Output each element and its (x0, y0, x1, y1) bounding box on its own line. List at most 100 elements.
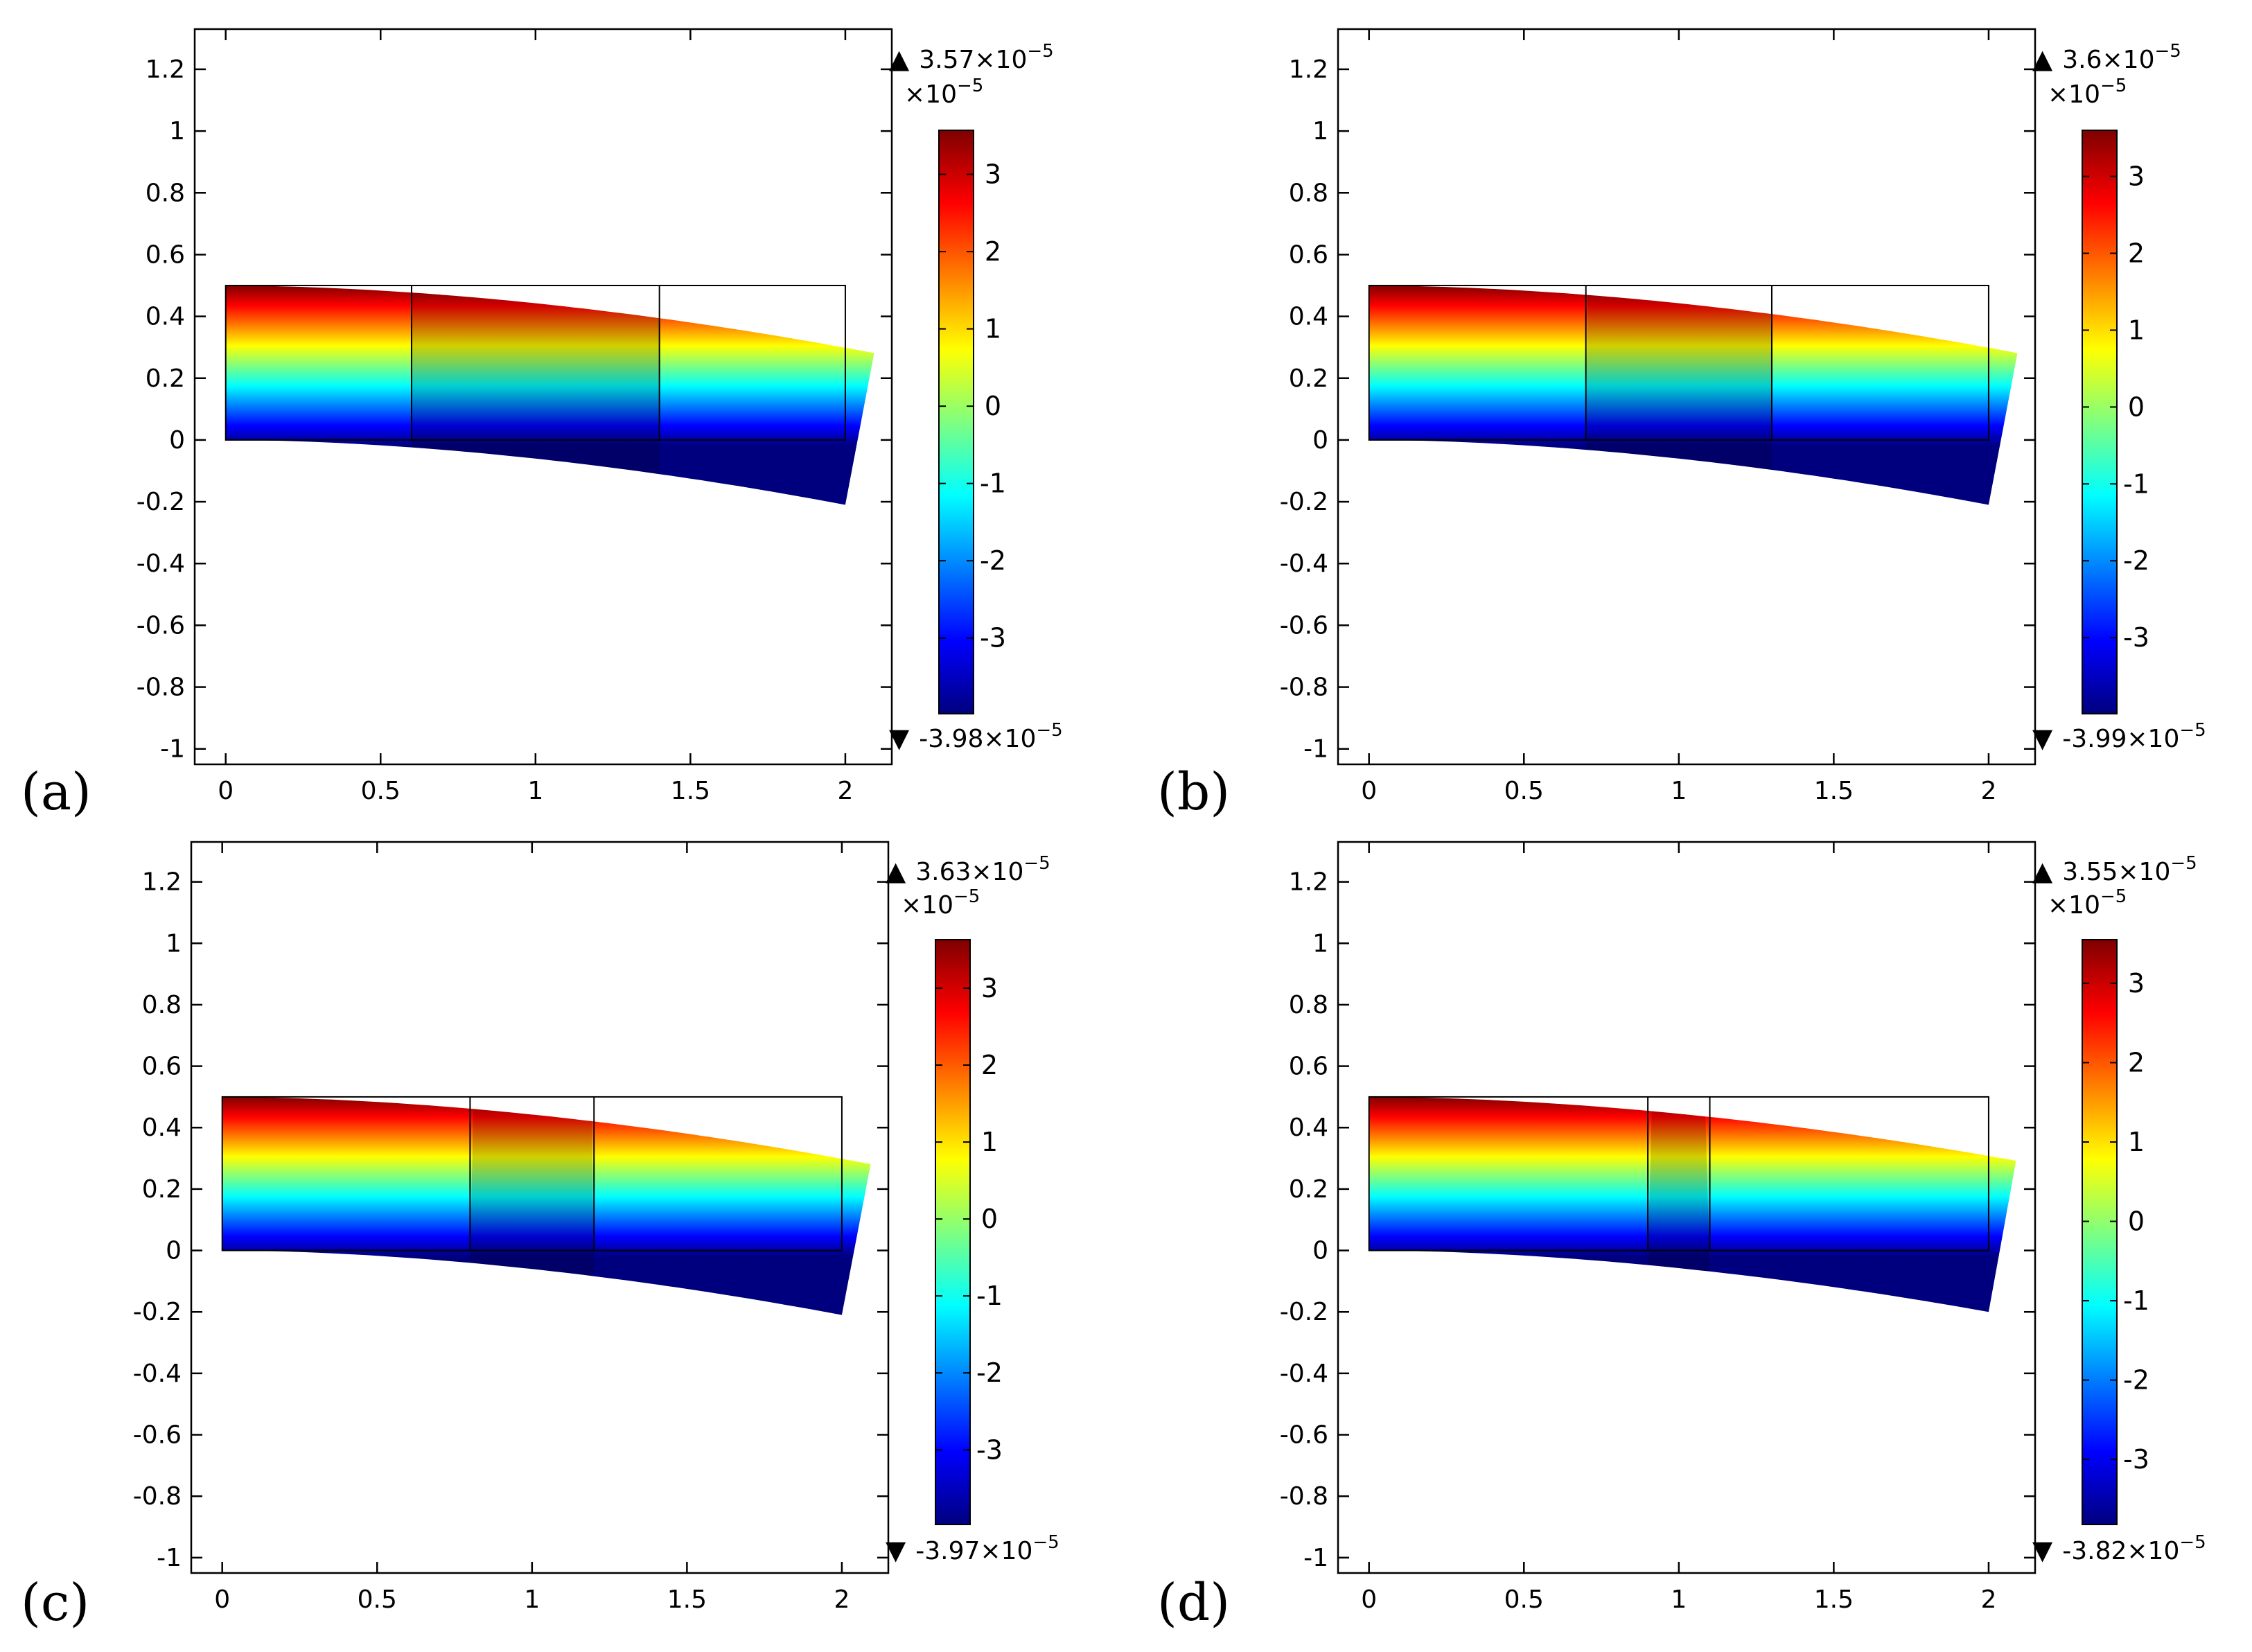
y-tick-label: 0.4 (142, 1114, 182, 1142)
x-tick-label: 0 (1361, 777, 1377, 805)
y-tick-label: 0.2 (142, 1175, 182, 1204)
colorbar-tick-label: 2 (981, 1050, 998, 1080)
deformed-beam (225, 285, 874, 505)
stiff-segment-shade (470, 1109, 595, 1276)
colorbar-tick-label: -3 (980, 623, 1006, 653)
deformed-beam (1369, 285, 2018, 505)
max-value-label: ▲ 3.63×10−5 (886, 853, 1050, 886)
min-value-label: ▼ -3.99×10−5 (2032, 720, 2206, 753)
y-tick-label: 0 (169, 426, 185, 455)
x-tick-label: 1.5 (1814, 1585, 1854, 1614)
colorbar-tick-label: -1 (980, 468, 1006, 499)
panel-label: (a) (21, 762, 91, 822)
y-tick-label: -0.6 (1280, 611, 1328, 640)
colorbar-multiplier: ×10−5 (2048, 76, 2127, 109)
y-tick-label: 1.2 (1289, 868, 1328, 897)
undeformed-outline (221, 1096, 843, 1251)
colorbar-tick-label: 0 (2128, 1206, 2145, 1237)
x-tick-label: 0.5 (361, 777, 401, 805)
y-tick-label: 0.2 (1289, 364, 1328, 393)
colorbar-tick-label: 1 (981, 1127, 998, 1157)
colorbar-tick-label: -2 (976, 1357, 1003, 1388)
y-tick-label: -0.8 (1280, 1482, 1328, 1511)
axes-frame (1337, 841, 2037, 1574)
y-tick-label: -0.8 (137, 674, 185, 702)
stiff-segment-shade (412, 292, 660, 475)
x-tick-label: 0.5 (1504, 777, 1544, 805)
y-tick-label: -1 (160, 735, 185, 764)
y-tick-label: 0.8 (146, 179, 185, 207)
colorbar-tick-label: 0 (2128, 392, 2145, 422)
stiff-segment-shade (1585, 295, 1772, 470)
x-tick-label: 2 (837, 777, 853, 805)
undeformed-outline (1368, 1096, 1989, 1251)
y-tick-label: -0.4 (1280, 550, 1328, 578)
y-tick-label: 0.8 (142, 991, 182, 1019)
colorbar-tick-label: 1 (2128, 1127, 2145, 1157)
y-tick-label: -0.8 (133, 1482, 182, 1511)
y-tick-label: -0.6 (137, 611, 185, 640)
colorbar-tick-label: -3 (2123, 622, 2149, 653)
min-value-label: ▼ -3.82×10−5 (2032, 1532, 2206, 1565)
panel-label: (c) (21, 1573, 89, 1633)
axes-frame (1337, 28, 2037, 766)
stiff-segment-shade (1648, 1111, 1710, 1272)
colorbar-multiplier: ×10−5 (901, 886, 980, 920)
y-tick-label: 0 (1312, 426, 1328, 455)
y-tick-label: 0.6 (1289, 1053, 1328, 1081)
y-tick-label: 1 (1312, 117, 1328, 146)
chart-panel-a: 0 0.5 1 1.5 2 1.2 1 0.8 0.6 0.4 0.2 0 -0.2 -0.4 -0.6 -0… (21, 28, 1063, 822)
max-value-label: ▲ 3.6×10−5 (2032, 41, 2181, 74)
y-tick-label: -0.4 (133, 1360, 182, 1388)
y-tick-label: 1.2 (1289, 55, 1328, 84)
colorbar-tick-label: -1 (2123, 468, 2149, 499)
y-tick-label: 0.2 (146, 364, 185, 393)
x-tick-label: 0.5 (1504, 1585, 1544, 1614)
chart-panel-c: 0 0.5 1 1.5 2 1.2 1 0.8 0.6 0.4 0.2 0 -0.2 -0.4 -0.6 -0… (21, 841, 1059, 1633)
y-tick-label: -0.4 (1280, 1360, 1328, 1388)
chart-panel-d: 0 0.5 1 1.5 2 1.2 1 0.8 0.6 0.4 0.2 0 -0.2 -0.4 -0.6 -0… (1157, 841, 2206, 1633)
colorbar-tick-label: -2 (2123, 545, 2149, 576)
y-tick-label: 0.4 (146, 303, 185, 331)
colorbar-multiplier: ×10−5 (904, 76, 983, 109)
y-tick-label: 1.2 (142, 868, 182, 897)
y-tick-label: 0.6 (142, 1053, 182, 1081)
y-tick-label: 0.6 (1289, 240, 1328, 269)
min-value-label: ▼ -3.98×10−5 (889, 720, 1063, 753)
colorbar-tick-label: -3 (976, 1434, 1003, 1465)
y-tick-label: -1 (157, 1544, 182, 1572)
panel-label: (b) (1157, 762, 1230, 822)
axes-frame (193, 28, 893, 766)
colorbar-tick-label: 2 (2128, 1048, 2145, 1078)
colorbar-tick-label: 0 (985, 391, 1001, 421)
colorbar-tick-label: 0 (981, 1204, 998, 1234)
colorbar (935, 939, 971, 1525)
colorbar-tick-label: -1 (976, 1281, 1003, 1311)
colorbar-tick-label: 2 (985, 236, 1001, 267)
colorbar-tick-label: -2 (980, 545, 1006, 576)
x-tick-label: 1 (1671, 777, 1687, 805)
y-tick-label: 0.8 (1289, 991, 1328, 1019)
y-tick-label: 0 (1312, 1237, 1328, 1265)
y-tick-label: 0 (166, 1237, 182, 1265)
colorbar-tick-label: 1 (985, 314, 1001, 344)
x-tick-label: 2 (1980, 777, 1996, 805)
y-tick-label: -0.8 (1280, 674, 1328, 702)
colorbar-tick-label: -1 (2123, 1285, 2149, 1316)
y-tick-label: 1 (166, 929, 182, 958)
y-tick-label: 0.4 (1289, 303, 1328, 331)
x-tick-label: 0 (218, 777, 234, 805)
colorbar-tick-label: 1 (2128, 315, 2145, 345)
y-tick-label: -1 (1303, 1544, 1328, 1572)
y-tick-label: -0.6 (1280, 1421, 1328, 1450)
colorbar-tick-label: -3 (2123, 1444, 2149, 1475)
deformed-beam (222, 1096, 871, 1315)
colorbar-multiplier: ×10−5 (2048, 886, 2127, 920)
x-tick-label: 0.5 (358, 1585, 397, 1614)
y-tick-label: 0.2 (1289, 1175, 1328, 1204)
x-tick-label: 1.5 (1814, 777, 1854, 805)
undeformed-outline (1368, 285, 1989, 441)
x-tick-label: 0 (214, 1585, 230, 1614)
colorbar (2082, 939, 2118, 1525)
